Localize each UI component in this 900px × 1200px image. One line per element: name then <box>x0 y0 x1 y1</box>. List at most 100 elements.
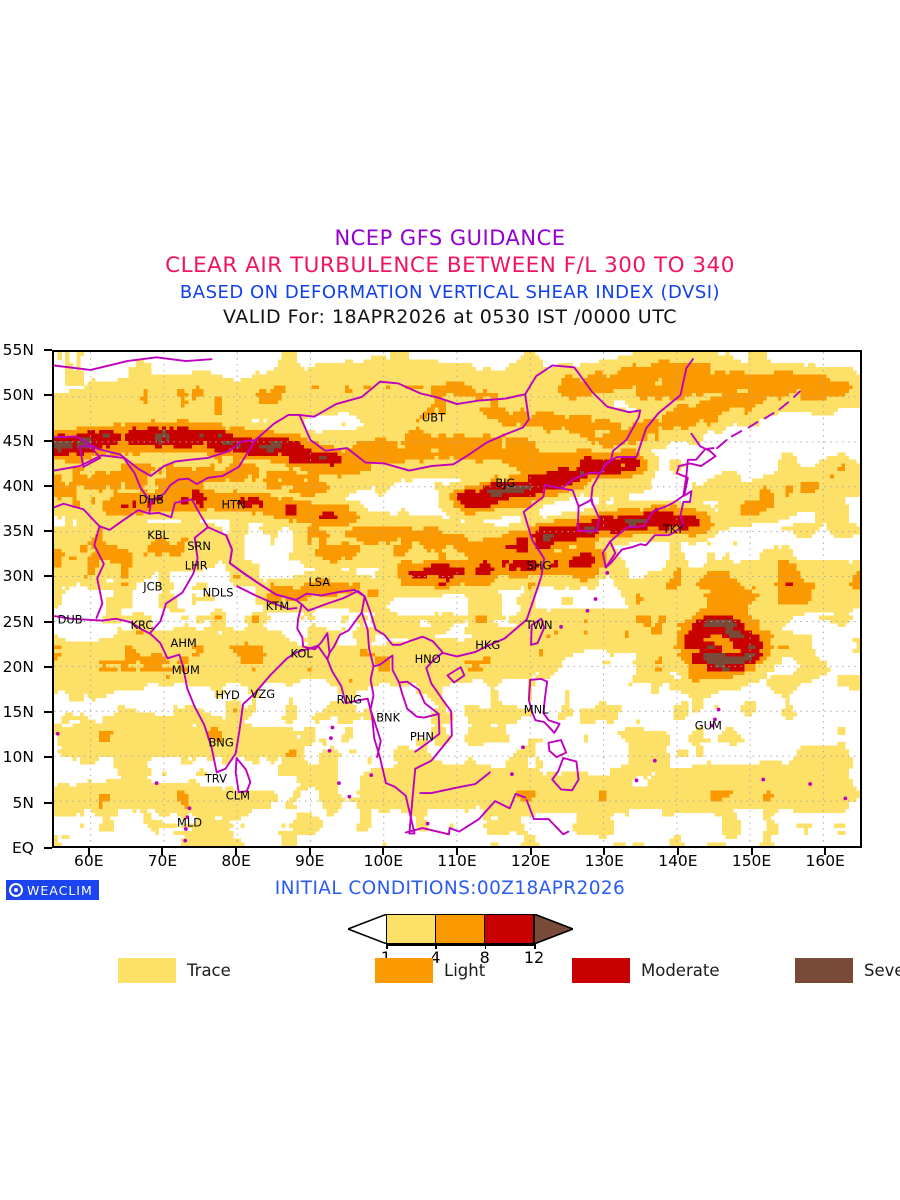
colorbar-cell-2 <box>483 914 534 944</box>
colorbar-over-arrow <box>534 914 573 944</box>
coastlines-and-borders <box>54 356 801 836</box>
lat-tick-label: EQ <box>12 839 34 857</box>
graticule <box>54 352 860 846</box>
lon-tick-label: 140E <box>658 852 698 870</box>
lon-tick-mark <box>87 848 90 855</box>
lon-tick-mark <box>161 848 164 855</box>
lon-tick-mark <box>750 848 753 855</box>
city-label-bnk: BNK <box>376 711 400 725</box>
city-label-lhr: LHR <box>185 559 208 573</box>
lat-tick-label: 45N <box>2 431 34 450</box>
circle-logo-icon <box>9 883 23 897</box>
lon-tick-mark <box>529 848 532 855</box>
lon-tick-label: 60E <box>74 852 104 870</box>
lat-tick-mark <box>44 484 52 487</box>
city-label-hno: HNO <box>415 652 441 666</box>
lat-tick-label: 10N <box>2 748 34 767</box>
city-label-hyd: HYD <box>215 688 240 702</box>
lat-tick-mark <box>44 575 52 578</box>
city-label-ktm: KTM <box>266 599 289 613</box>
weaclim-logo[interactable]: WEACLIM <box>6 880 99 900</box>
city-label-htn: HTN <box>221 498 245 512</box>
lat-tick-mark <box>44 439 52 442</box>
city-label-bng: BNG <box>208 736 233 750</box>
city-label-twn: TWN <box>525 618 553 632</box>
colorbar-cells <box>386 914 534 944</box>
lat-tick-label: 20N <box>2 657 34 676</box>
colorbar-cell-1 <box>434 914 486 944</box>
legend-item-light: Light <box>375 958 485 983</box>
city-labels: DUB KRC KBL DHB SRN LHR JCB NDLS AHM MUM HYD VZG BNG… <box>58 411 722 830</box>
lon-tick-label: 70E <box>147 852 178 870</box>
colorbar: 1 4 8 12 <box>348 912 573 967</box>
cat-heatmap-canvas: DUB KRC KBL DHB SRN LHR JCB NDLS AHM MUM HYD VZG BNG… <box>54 352 860 846</box>
lat-tick-mark <box>44 620 52 623</box>
city-label-dub: DUB <box>58 613 83 627</box>
valid-time-text: VALID For: 18APR2026 at 0530 IST /0000 U… <box>223 306 677 328</box>
lat-tick-mark <box>44 756 52 759</box>
lon-tick-mark <box>308 848 311 855</box>
lon-tick-mark <box>824 848 827 855</box>
lat-tick-mark <box>44 711 52 714</box>
page-title: NCEP GFS GUIDANCE <box>334 226 566 250</box>
city-label-kbl: KBL <box>147 528 169 542</box>
city-label-ubt: UBT <box>422 411 445 425</box>
city-label-clm: CLM <box>226 789 250 803</box>
legend-label: Trace <box>187 961 231 980</box>
subtitle-method: BASED ON DEFORMATION VERTICAL SHEAR INDE… <box>179 282 721 303</box>
city-label-shg: SHG <box>527 559 552 573</box>
lon-tick-mark <box>603 848 606 855</box>
legend-swatch-icon <box>572 958 630 983</box>
lon-tick-label: 160E <box>805 852 845 870</box>
city-label-lsa: LSA <box>308 575 330 589</box>
lon-tick-mark <box>456 848 458 855</box>
colorbar-tick-mark <box>386 944 388 949</box>
lon-tick-label: 150E <box>731 852 772 870</box>
lat-tick-mark <box>44 847 52 849</box>
lon-tick-mark <box>382 848 385 855</box>
lon-tick-mark <box>235 848 238 855</box>
city-label-vzg: VZG <box>251 687 276 701</box>
lat-tick-label: 40N <box>2 476 34 495</box>
lon-tick-label: 130E <box>584 852 624 870</box>
city-label-gum: GUM <box>695 719 722 733</box>
lat-tick-label: 25N <box>2 612 34 631</box>
lat-tick-mark <box>44 349 52 351</box>
lon-tick-label: 90E <box>294 852 325 870</box>
city-label-jcb: JCB <box>142 579 162 593</box>
lat-tick-label: 5N <box>12 793 34 812</box>
subtitle-product: CLEAR AIR TURBULENCE BETWEEN F/L 300 TO … <box>165 253 735 278</box>
city-label-tky: TKY <box>662 522 684 536</box>
turbulence-shading <box>54 352 860 846</box>
lat-tick-label: 50N <box>2 386 34 405</box>
lat-tick-label: 35N <box>2 522 34 541</box>
city-label-krc: KRC <box>131 618 154 632</box>
legend-swatch-icon <box>118 958 176 983</box>
lat-tick-mark <box>44 665 52 668</box>
legend-label: Severe <box>864 961 900 980</box>
legend-item-severe: Severe <box>795 958 900 983</box>
colorbar-tick-label: 4 <box>430 948 441 967</box>
colorbar-under-arrow <box>348 914 387 944</box>
map-plot-area: DUB KRC KBL DHB SRN LHR JCB NDLS AHM MUM HYD VZG BNG… <box>52 350 862 848</box>
city-label-mnl: MNL <box>524 702 549 716</box>
colorbar-ticks: 1 4 8 12 <box>381 944 544 967</box>
city-label-hkg: HKG <box>475 638 500 652</box>
lon-tick-label: 110E <box>437 852 477 870</box>
colorbar-tick-label: 1 <box>381 948 391 967</box>
lat-tick-label: 55N <box>2 341 34 359</box>
legend-label: Light <box>444 961 486 980</box>
city-label-ndls: NDLS <box>203 586 234 600</box>
lat-tick-mark <box>44 394 52 397</box>
city-label-phn: PHN <box>410 729 434 743</box>
lon-tick-label: 100E <box>363 852 404 870</box>
city-label-dhb: DHB <box>139 492 164 506</box>
legend-item-moderate: Moderate <box>572 958 719 983</box>
island-markers <box>55 571 848 843</box>
colorbar-cell-0 <box>386 914 437 944</box>
colorbar-baseline <box>386 944 534 946</box>
colorbar-tick-label: 8 <box>479 948 490 967</box>
city-label-kol: KOL <box>291 647 314 661</box>
lat-tick-mark <box>44 530 52 533</box>
